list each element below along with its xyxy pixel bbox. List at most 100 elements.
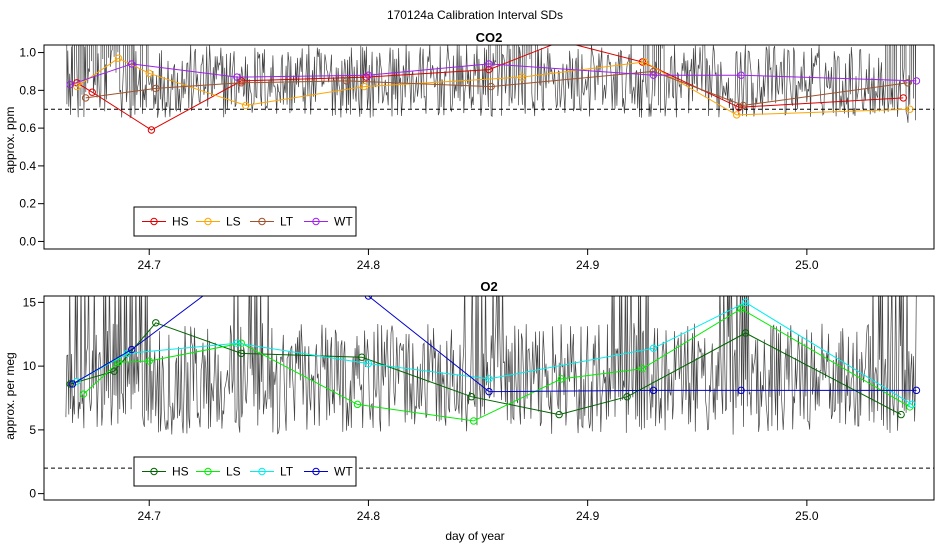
co2-series-wt-point (912, 77, 921, 85)
co2-legend-lt: LT (250, 215, 294, 229)
co2-series-wt (66, 60, 921, 89)
o2-series-ls-point (353, 400, 362, 409)
o2-series-lt-point (485, 375, 493, 383)
co2-x-tick-label: 24.9 (576, 258, 600, 272)
o2-x-tick-label: 24.9 (576, 509, 600, 523)
co2-legend: HS LS LT WT (133, 206, 357, 237)
co2-series-wt-point (127, 60, 136, 68)
o2-series-ls-point (638, 364, 647, 373)
o2-series-ls-point (114, 358, 123, 366)
o2-series-hs-point (555, 410, 563, 419)
co2-legend-wt-marker (312, 217, 320, 226)
o2-x-tick-label: 24.7 (138, 509, 162, 523)
o2-x-tick-label: 24.8 (357, 509, 381, 523)
co2-series-hs-point (362, 73, 370, 81)
o2-series-wt-point (485, 387, 493, 396)
co2-series-lt-point (487, 82, 495, 91)
o2-series-wt-point (649, 386, 658, 395)
o2-series-wt-point (364, 296, 373, 300)
o2-legend-lt-label: LT (280, 465, 294, 479)
o2-series-hs-point (623, 393, 631, 401)
co2-panel: CO2 approx. ppm 0.00.20.40.60.81.0 24.7 2… (3, 30, 935, 272)
o2-series-hs-point (110, 367, 118, 375)
o2-y-tick-label: 10 (23, 359, 37, 373)
co2-legend-lt-marker (258, 217, 266, 226)
o2-y-tick-label: 0 (29, 487, 36, 501)
co2-y-tick-label: 0.2 (19, 197, 36, 211)
o2-background-trace (65, 296, 917, 435)
co2-legend-ls: LS (196, 215, 241, 229)
co2-legend-hs-marker (150, 217, 158, 226)
o2-series-ls (79, 305, 914, 425)
o2-series-ls-point (906, 403, 914, 411)
co2-x-tick-label: 24.7 (138, 258, 162, 272)
co2-legend-hs: HS (142, 215, 189, 229)
o2-series-lt (73, 298, 916, 409)
co2-y-tick-label: 0.4 (19, 159, 36, 173)
co2-x-tick-label: 25.0 (795, 258, 819, 272)
o2-x-axis: 24.7 24.8 24.9 25.0 (138, 499, 819, 523)
co2-series-lt-point (903, 79, 912, 87)
co2-y-tick-label: 0.8 (19, 83, 36, 97)
o2-legend-lt: LT (250, 465, 294, 479)
co2-series-layer (66, 38, 921, 134)
o2-series-hs-point (741, 329, 750, 337)
o2-legend-hs-label: HS (172, 465, 189, 479)
o2-legend-ls-label: LS (226, 465, 241, 479)
co2-series-hs-point (899, 94, 908, 102)
o2-series-hs-point (237, 349, 245, 358)
o2-series-lt-point (908, 400, 916, 409)
co2-series-ls-point (145, 69, 153, 78)
o2-series-ls-point (737, 305, 745, 313)
o2-series-lt-point (233, 339, 241, 347)
co2-series-lt-point (342, 77, 351, 85)
o2-series-lt-line (76, 301, 913, 405)
co2-series-wt-point (66, 80, 75, 89)
o2-series-wt (68, 296, 921, 396)
co2-y-axis: 0.0 0.2 0.4 0.6 0.8 1.0 (19, 46, 45, 248)
co2-series-hs-point (237, 77, 245, 85)
co2-series-hs-line (76, 45, 904, 131)
co2-raw-trace (66, 45, 917, 123)
o2-series-wt-point (127, 345, 136, 354)
co2-series-hs-point (88, 88, 96, 96)
co2-series-hs-point (558, 38, 564, 44)
co2-series-lt (81, 67, 912, 110)
co2-series-hs-point (73, 79, 81, 87)
co2-series-hs-point (485, 65, 493, 74)
o2-legend-ls-marker (204, 467, 212, 476)
co2-series-ls-point (241, 101, 250, 110)
co2-series-wt-point (364, 71, 373, 79)
o2-legend-hs: HS (142, 465, 189, 479)
o2-series-lt-point (741, 298, 750, 307)
o2-series-hs-point (467, 393, 476, 401)
co2-series-wt-point (485, 60, 493, 68)
o2-legend-wt-marker (312, 467, 320, 476)
co2-y-tick-label: 0.0 (19, 234, 36, 248)
co2-series-lt-point (81, 94, 90, 102)
o2-series-wt-point (912, 386, 921, 395)
o2-legend-hs-marker (150, 467, 158, 476)
co2-plot-area (44, 38, 934, 134)
o2-series-ls-point (79, 390, 88, 398)
o2-legend-lt-marker (258, 467, 266, 476)
o2-series-lt-point (649, 344, 658, 352)
co2-series-ls-point (518, 73, 526, 81)
o2-series-hs-point (152, 319, 160, 327)
o2-series-ls-point (557, 375, 566, 383)
o2-series-hs-point (897, 410, 905, 419)
o2-series-ls-point (145, 357, 153, 365)
co2-series-lt-point (649, 67, 658, 76)
o2-series-layer (66, 296, 921, 425)
o2-legend: HS LS LT WT (133, 456, 357, 487)
co2-legend-wt: WT (304, 215, 353, 229)
figure-title: 170124a Calibration Interval SDs (387, 8, 563, 22)
o2-y-axis: 0 5 10 15 (23, 295, 45, 501)
co2-series-lt-point (739, 101, 747, 110)
o2-series-wt-point (737, 386, 745, 395)
o2-series-hs-point (358, 353, 366, 361)
co2-series-hs-point (638, 58, 647, 66)
co2-series-wt-point (233, 73, 241, 81)
o2-series-lt-point (364, 359, 373, 368)
